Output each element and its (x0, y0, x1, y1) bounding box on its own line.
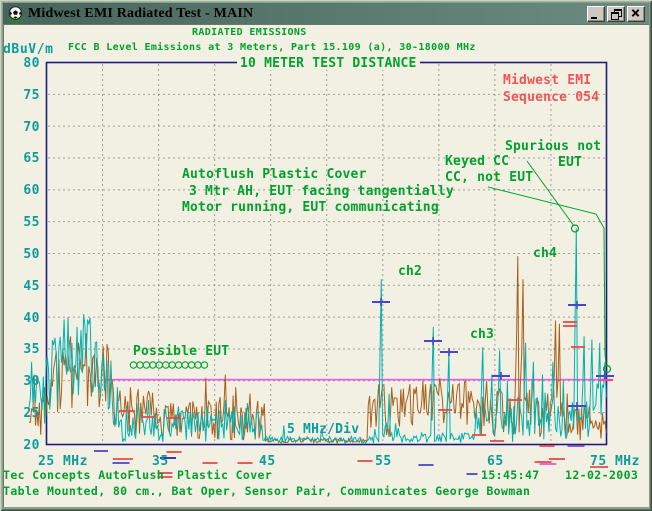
minimize-button[interactable] (587, 6, 605, 22)
y-tick-label: 35 (23, 342, 40, 358)
status-time: 15:45:47 (481, 468, 540, 482)
annotation-setup-1: 3 Mtr AH, EUT facing tangentially (189, 184, 454, 199)
annotation-ch3: ch3 (470, 327, 495, 342)
y-tick-label: 65 (23, 151, 40, 167)
x-tick-label: 35 (152, 454, 169, 469)
annotation-ch4: ch4 (533, 246, 558, 261)
annotation-lab-name: Midwest EMI (503, 73, 592, 88)
window-ball-icon[interactable] (7, 5, 24, 22)
close-button[interactable] (627, 6, 645, 22)
y-tick-label: 25 (23, 406, 40, 422)
y-tick-label: 45 (23, 278, 40, 294)
x-tick-label: 45 (259, 454, 276, 469)
y-tick-label: 20 (23, 437, 40, 453)
y-tick-label: 50 (23, 246, 40, 262)
titlebar[interactable]: Midwest EMI Radiated Test - MAIN (3, 3, 649, 24)
annotation-div-scale: 5 MHz/Div (287, 422, 360, 437)
x-tick-label: 75 MHz (590, 454, 640, 469)
y-axis-unit-label: dBuV/m (3, 42, 54, 57)
annotation-setup-2: Motor running, EUT communicating (182, 200, 439, 215)
status-test-detail: Plastic Cover (177, 468, 273, 482)
annotation-ch2: ch2 (398, 264, 423, 279)
y-tick-label: 60 (23, 183, 40, 199)
y-tick-label: 30 (23, 374, 40, 390)
test-distance-note: 10 METER TEST DISTANCE (237, 57, 420, 70)
status-test-name: Tec Concepts AutoFlush (3, 468, 165, 482)
x-tick-label: 65 (487, 454, 504, 469)
x-tick-label: 55 (375, 454, 392, 469)
annotation-spurious-not: Spurious not (505, 139, 602, 154)
chart-subtitle: FCC B Level Emissions at 3 Meters, Part … (68, 42, 476, 53)
annotation-cc-not-eut: CC, not EUT (445, 170, 534, 185)
minimize-icon (591, 17, 597, 19)
y-tick-label: 70 (23, 119, 40, 135)
chart-title: RADIATED EMISSIONS (192, 27, 307, 38)
y-tick-label: 80 (23, 56, 40, 71)
x-tick-label: 25 MHz (38, 454, 88, 469)
y-tick-label: 55 (23, 215, 40, 231)
restore-button[interactable] (607, 6, 625, 22)
annotation-product: Autoflush Plastic Cover (182, 167, 367, 182)
y-tick-label: 40 (23, 310, 40, 326)
annotation-eut: EUT (558, 155, 583, 170)
status-setup-line: Table Mounted, 80 cm., Bat Oper, Sensor … (3, 484, 531, 498)
annotation-keyed-cc: Keyed CC (445, 154, 510, 169)
y-tick-label: 75 (23, 87, 40, 103)
status-date: 12-02-2003 (565, 468, 639, 482)
window-title: Midwest EMI Radiated Test - MAIN (28, 5, 254, 21)
annotation-possible-eut: Possible EUT (133, 344, 230, 359)
annotation-sequence: Sequence 054 (503, 90, 600, 105)
